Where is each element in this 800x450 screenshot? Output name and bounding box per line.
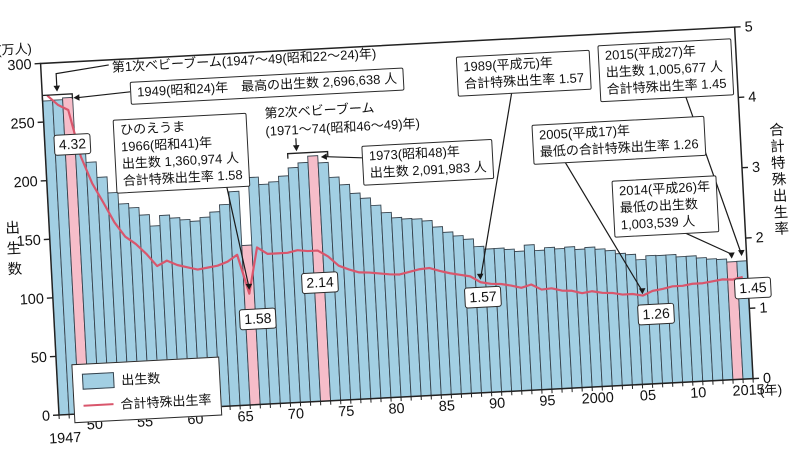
- x-tick-label: 65: [237, 409, 254, 426]
- legend-bar-label: 出生数: [120, 370, 161, 388]
- legend-item-fertility-rate: 合計特殊出生率: [83, 389, 212, 415]
- leader-2014: [680, 230, 731, 255]
- leader-2015-arrow-icon: [738, 249, 745, 257]
- right-tick-label: 1: [759, 300, 768, 316]
- legend-line-label: 合計特殊出生率: [120, 392, 212, 412]
- left-tick-label: 250: [10, 116, 35, 133]
- left-tick-label: 200: [13, 174, 38, 191]
- x-tick-label: 1947: [49, 430, 82, 448]
- value-tag-rate-1966: 1.58: [238, 307, 278, 331]
- fertility-line: [46, 94, 743, 297]
- left-axis-title: 出生数: [2, 219, 22, 283]
- leader-1989: [480, 87, 514, 275]
- value-tag-rate-2005: 1.26: [637, 302, 676, 326]
- leader-2005-arrow-icon: [638, 288, 646, 295]
- left-tick-label: 300: [7, 57, 32, 74]
- left-tick-label: 50: [30, 350, 47, 367]
- annotation-1989-rate: 1989(平成元)年 合計特殊出生率 1.57: [455, 49, 592, 97]
- leader-1966-arrow-icon: [245, 283, 253, 290]
- legend-bar-swatch-icon: [81, 371, 115, 390]
- right-tick-label: 3: [752, 160, 761, 176]
- x-tick-label: 2015: [732, 382, 765, 400]
- leader-2005: [561, 157, 642, 290]
- left-tick-label: 100: [19, 291, 44, 308]
- x-tick-label: 90: [489, 396, 506, 413]
- x-tick-label: 95: [539, 393, 556, 410]
- annotation-1966-hinoeuma: ひのえうま 1966(昭和41)年 出生数 1,360,974 人 合計特殊出生…: [112, 112, 251, 194]
- x-tick-label: 2000: [581, 390, 614, 408]
- right-tick-label: 5: [744, 19, 753, 35]
- leader-1966: [225, 183, 250, 286]
- right-tick-label: 2: [755, 230, 764, 246]
- x-tick-label: 10: [690, 385, 707, 402]
- leader-1949: [78, 91, 131, 99]
- value-tag-rate-1949: 4.32: [53, 132, 92, 156]
- leader-1973-arrow-icon: [320, 153, 328, 160]
- right-tick-label: 4: [748, 89, 757, 105]
- x-tick-label: 80: [388, 401, 405, 418]
- bracket-first-boom: [41, 93, 74, 101]
- leader-second-boom-arrow-icon: [292, 145, 300, 152]
- value-tag-rate-2015: 1.45: [733, 276, 773, 300]
- right-tick-label: 0: [763, 371, 772, 387]
- bracket-second-boom: [286, 150, 329, 159]
- legend: 出生数 合計特殊出生率: [71, 356, 223, 424]
- leader-first-boom: [55, 64, 109, 87]
- leader-1989-arrow-icon: [476, 273, 484, 280]
- x-tick-label: 05: [640, 388, 657, 405]
- legend-line-swatch-icon: [83, 402, 114, 407]
- annotation-2015-latest: 2015(平成27)年 出生数 1,005,677 人 合計特殊出生率 1.45: [597, 38, 735, 102]
- x-axis-unit: (年): [759, 382, 782, 398]
- leader-2014-arrow-icon: [728, 252, 735, 259]
- leader-first-boom-arrow-icon: [53, 85, 61, 92]
- x-tick-label: 85: [438, 398, 455, 415]
- plot-frame: [39, 26, 754, 416]
- leader-1973: [325, 156, 362, 159]
- x-tick-label: 70: [288, 406, 305, 423]
- value-tag-rate-1989: 1.57: [463, 285, 503, 309]
- x-tick-label: 75: [338, 404, 355, 421]
- leader-1949-arrow-icon: [73, 94, 80, 101]
- left-tick-label: 0: [42, 408, 51, 424]
- value-tag-rate-1973: 2.14: [300, 271, 340, 295]
- left-tick-label: 150: [16, 233, 41, 250]
- legend-item-births: 出生数: [81, 365, 211, 391]
- left-axis-unit: (万人): [0, 41, 32, 58]
- annotation-2014-lowest-births: 2014(平成26)年 最低の出生数 1,003,539 人: [611, 175, 720, 238]
- annotation-1973-births: 1973(昭和48)年 出生数 2,091,983 人: [361, 138, 495, 186]
